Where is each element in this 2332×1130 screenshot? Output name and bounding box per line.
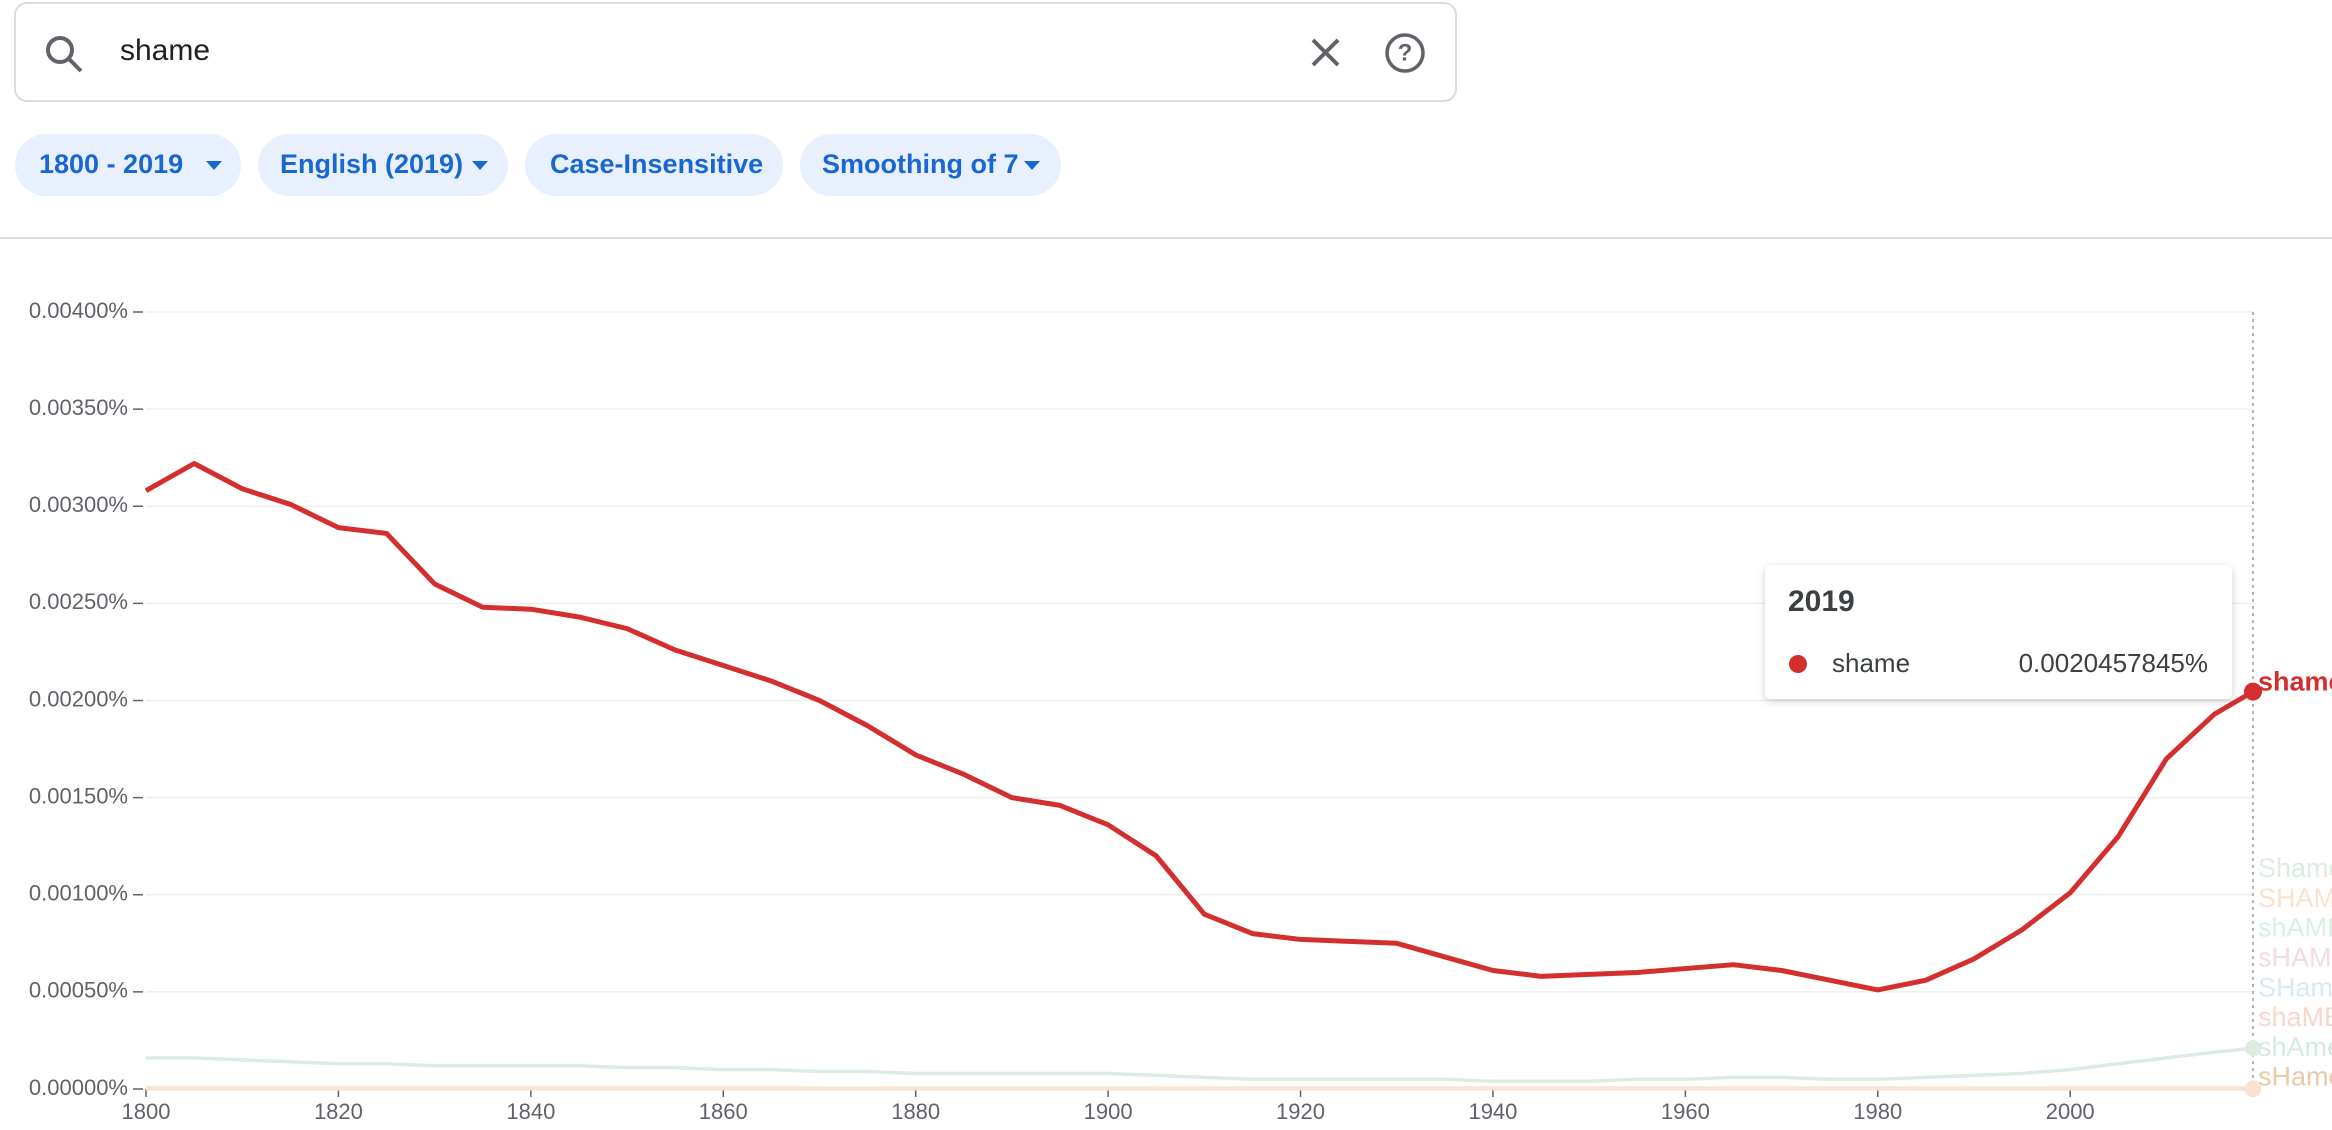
series-label: SHame [2258,972,2332,1002]
tooltip-dot [1789,655,1807,673]
series-label: sHAME [2258,943,2332,973]
y-tick-label: 0.00200% [29,686,128,711]
y-tick-label: 0.00000% [29,1075,128,1100]
y-tick-label: 0.00100% [29,881,128,906]
y-tick-label: 0.00150% [29,783,128,808]
chip-label[interactable]: Smoothing of 7 [822,149,1018,179]
x-tick-label: 1980 [1853,1099,1902,1124]
series-line [146,1046,2254,1083]
tooltip-series: shame [1832,648,1910,678]
end-point [2245,1040,2261,1057]
help-icon-glyph[interactable]: ? [1398,39,1413,66]
y-tick-label: 0.00050% [29,978,128,1003]
tooltip-box [1765,565,2232,699]
y-tick-label: 0.00400% [29,298,128,323]
tooltip-title: 2019 [1788,585,1855,618]
series-label: shAME [2258,913,2332,943]
end-point [2245,1080,2261,1097]
series-label: SHAME [2258,883,2332,913]
search-icon[interactable] [46,36,83,73]
filter-chip[interactable]: Case-Insensitive [525,134,783,196]
help-button[interactable]: ? [1385,33,1425,73]
x-tick-label: 1900 [1084,1099,1133,1124]
series-label: shAme [2258,1032,2332,1062]
series-label: Shame [2258,853,2332,883]
series-label: shame [2258,667,2332,697]
x-tick-label: 1840 [506,1099,555,1124]
chart: 0.00000% 0.00050% 0.00100% 0.00150% 0.00200%… [29,298,2332,1124]
y-tick-label: 0.00350% [29,395,128,420]
series-label: shaME [2258,1002,2332,1032]
search-bar[interactable]: shame ? [14,2,1457,102]
chip-label[interactable]: 1800 - 2019 [39,149,183,179]
x-tick-label: 1800 [122,1099,171,1124]
end-point [2244,682,2262,701]
x-tick-label: 1960 [1661,1099,1710,1124]
x-tick-label: 1920 [1276,1099,1325,1124]
series-line [144,461,2255,993]
x-tick-label: 2000 [2046,1099,2095,1124]
clear-button[interactable] [1311,38,1340,67]
series-label: sHame [2258,1062,2332,1092]
filter-chip[interactable]: 1800 - 2019 [15,134,241,196]
x-tick-label: 1940 [1468,1099,1517,1124]
x-tick-label: 1860 [699,1099,748,1124]
filter-chip[interactable]: English (2019) [258,134,508,196]
search-query[interactable]: shame [120,34,210,67]
y-tick-label: 0.00300% [29,492,128,517]
x-tick-label: 1880 [891,1099,940,1124]
tooltip-value: 0.0020457845% [2019,648,2208,678]
tooltip: 2019 shame 0.0020457845% [1765,565,2232,699]
chip-label[interactable]: English (2019) [280,149,463,179]
search-box[interactable] [14,2,1457,102]
y-tick-label: 0.00250% [29,589,128,614]
chip-label[interactable]: Case-Insensitive [550,149,763,179]
filter-chip[interactable]: Smoothing of 7 [800,134,1061,196]
x-tick-label: 1820 [314,1099,363,1124]
